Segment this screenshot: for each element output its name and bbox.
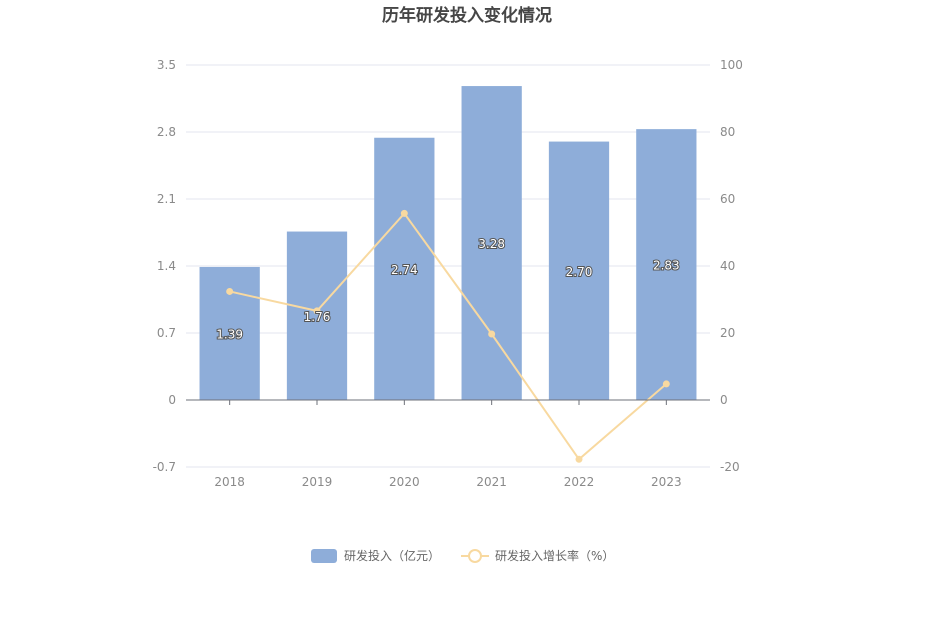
bar-layer [199,86,697,401]
x-tick-label: 2021 [476,475,507,489]
legend-swatch-bar [311,549,337,563]
y-left-tick-label: -0.7 [153,460,176,474]
growth-point-2022 [575,455,583,463]
bar-value-label: 2.83 [653,259,680,273]
growth-point-2019 [313,307,321,315]
y-left-tick-label: 0 [168,393,176,407]
y-left-tick-label: 2.8 [157,125,176,139]
x-tick-label: 2023 [651,475,682,489]
y-right-tick-label: -20 [720,460,740,474]
y-right-tick-label: 60 [720,192,735,206]
growth-point-2021 [488,330,496,338]
bar-value-label: 2.74 [391,263,418,277]
y-right-tick-label: 0 [720,393,728,407]
chart-title: 历年研发投入变化情况 [382,5,552,26]
legend-item-rd-investment[interactable]: 研发投入（亿元） [311,548,440,563]
x-tick-label: 2020 [389,475,420,489]
y-right-tick-label: 20 [720,326,735,340]
axis-layer: 3.5 2.8 2.1 1.4 0.7 0 -0.7 100 80 60 40 20 0 -20 2018 2… [153,58,743,489]
y-left-tick-label: 1.4 [157,259,176,273]
growth-point-2023 [662,380,670,388]
legend-label: 研发投入（亿元） [344,548,440,563]
label-layer: 1.39 1.76 2.74 3.28 2.70 2.83 [215,236,680,342]
legend-swatch-marker [468,549,482,563]
y-right-tick-label: 80 [720,125,735,139]
grid-layer [186,64,710,468]
x-tick-label: 2018 [214,475,245,489]
line-layer [226,209,670,463]
bar-2022 [548,141,610,401]
growth-point-2018 [226,287,234,295]
y-right-tick-label: 40 [720,259,735,273]
bar-value-label: 3.28 [478,237,505,251]
bar-2021 [461,86,522,401]
legend-item-growth-rate[interactable]: 研发投入增长率（%） [461,548,614,563]
bar-2019 [286,231,348,400]
x-tick-label: 2019 [302,475,333,489]
legend[interactable]: 研发投入（亿元） 研发投入增长率（%） [311,548,614,563]
y-left-tick-label: 3.5 [157,58,176,72]
legend-label: 研发投入增长率（%） [495,548,614,563]
bar-value-label: 1.39 [216,327,243,341]
bar-value-label: 1.76 [304,310,331,324]
growth-point-2020 [400,209,408,217]
y-right-tick-label: 100 [720,58,743,72]
y-left-tick-label: 2.1 [157,192,176,206]
bar-2023 [636,129,697,400]
bar-2020 [374,137,435,400]
x-tick-label: 2022 [564,475,595,489]
y-left-tick-label: 0.7 [157,326,176,340]
growth-rate-line [229,211,667,461]
bar-value-label: 2.70 [566,265,593,279]
